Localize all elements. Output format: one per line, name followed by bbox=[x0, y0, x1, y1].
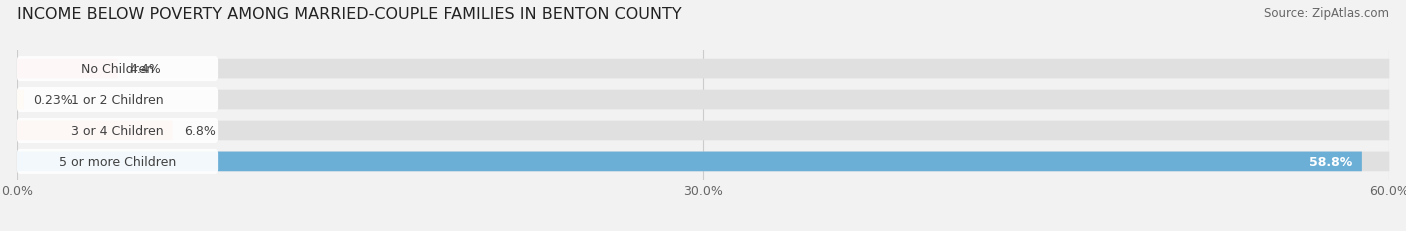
Text: INCOME BELOW POVERTY AMONG MARRIED-COUPLE FAMILIES IN BENTON COUNTY: INCOME BELOW POVERTY AMONG MARRIED-COUPL… bbox=[17, 7, 682, 22]
Text: 1 or 2 Children: 1 or 2 Children bbox=[72, 94, 165, 106]
FancyBboxPatch shape bbox=[17, 90, 24, 110]
FancyBboxPatch shape bbox=[17, 149, 218, 174]
FancyBboxPatch shape bbox=[17, 152, 1389, 171]
Text: Source: ZipAtlas.com: Source: ZipAtlas.com bbox=[1264, 7, 1389, 20]
Text: 0.23%: 0.23% bbox=[34, 94, 73, 106]
Text: 4.4%: 4.4% bbox=[129, 63, 160, 76]
FancyBboxPatch shape bbox=[17, 119, 218, 143]
Text: 6.8%: 6.8% bbox=[184, 125, 215, 137]
FancyBboxPatch shape bbox=[17, 88, 218, 112]
FancyBboxPatch shape bbox=[17, 90, 1389, 110]
Text: 3 or 4 Children: 3 or 4 Children bbox=[72, 125, 165, 137]
FancyBboxPatch shape bbox=[17, 57, 218, 82]
FancyBboxPatch shape bbox=[17, 121, 173, 141]
Text: 58.8%: 58.8% bbox=[1309, 155, 1353, 168]
FancyBboxPatch shape bbox=[17, 60, 1389, 79]
FancyBboxPatch shape bbox=[17, 121, 1389, 141]
Text: 5 or more Children: 5 or more Children bbox=[59, 155, 176, 168]
Text: No Children: No Children bbox=[82, 63, 155, 76]
FancyBboxPatch shape bbox=[17, 152, 1362, 171]
FancyBboxPatch shape bbox=[17, 60, 118, 79]
